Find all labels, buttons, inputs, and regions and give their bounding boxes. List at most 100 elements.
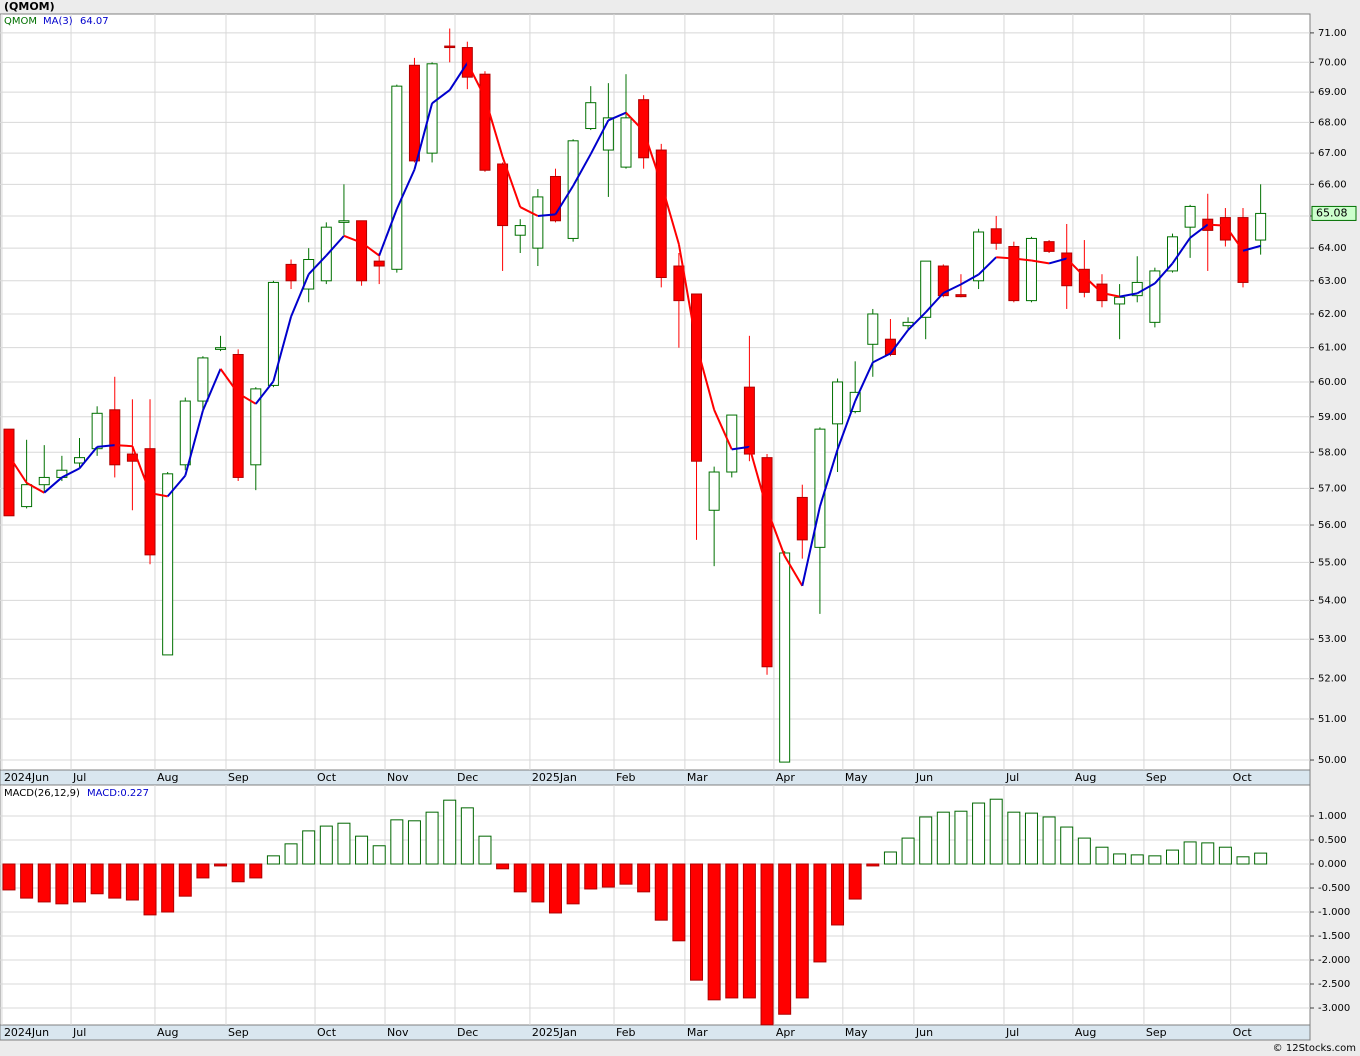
candle-body [444,45,456,49]
macd-bar [619,863,633,885]
legend-entry: QMOM [4,16,37,27]
candle-body [638,99,650,159]
ma-segment [1013,257,1032,262]
ma-segment [572,153,592,187]
macd-bar [231,863,245,883]
ma-segment [731,445,750,451]
macd-bar [1113,853,1127,865]
macd-bar [1024,812,1038,865]
candle-body [673,265,685,302]
y-tick-label: 1.000 [1318,811,1347,822]
macd-bar [337,822,351,865]
macd-bar [795,863,809,999]
ma-segment [642,130,663,184]
macd-bar [1254,852,1268,865]
macd-bar [178,863,192,897]
y-tick-label: 50.00 [1318,755,1347,766]
ma-segment [184,410,204,476]
y-tick-label: 63.00 [1318,276,1347,287]
x-tick-label: Sep [1146,1026,1167,1039]
x-tick-label: Oct [317,771,337,784]
ma-segment [97,444,115,448]
legend-value: 64.07 [80,16,109,27]
y-tick-label: 52.00 [1318,674,1347,685]
ma-segment [26,481,45,494]
macd-bar [1236,856,1250,865]
macd-bar [831,863,845,926]
ma-segment [1083,275,1103,294]
ma-segment [78,446,98,470]
y-tick-label: 56.00 [1318,520,1347,531]
macd-bar [848,863,862,900]
candle-body [232,353,244,478]
x-tick-label: Oct [1233,1026,1253,1039]
macd-bar [390,819,404,865]
ma-segment [924,292,945,313]
macd-bar [672,863,686,942]
x-tick-label: Aug [157,1026,178,1039]
ma-segment [219,368,239,394]
candle-body [144,448,156,556]
ma-segment [942,283,962,294]
macd-bar [478,835,492,865]
ma-segment [149,492,168,498]
macd-bar [513,863,527,893]
x-tick-label: Jul [1005,771,1019,784]
ma-segment [1189,223,1209,239]
candle-body [620,117,632,168]
x-tick-label: Sep [228,771,249,784]
copyright: © 12Stocks.com [1273,1043,1356,1054]
macd-bar [143,863,157,916]
ma-segment [1136,282,1156,295]
macd-bar [1130,854,1144,865]
x-tick-label: Aug [1075,1026,1096,1039]
macd-bar [813,863,827,963]
ma-segment [484,97,504,158]
macd-bar [883,851,897,865]
y-tick-label: 57.00 [1318,483,1347,494]
macd-bar [319,825,333,865]
candle-body [250,388,262,466]
ma-segment [1242,244,1261,252]
ma-segment [836,400,857,450]
candle-body [814,428,826,548]
y-tick-label: 53.00 [1318,634,1347,645]
ma-segment [201,368,222,411]
candle-body [285,263,297,282]
macd-bar [108,863,122,899]
x-axis-band [0,769,1311,786]
y-tick-label: 62.00 [1318,309,1347,320]
x-tick-label: Dec [457,1026,478,1039]
y-tick-label: -1.500 [1318,931,1350,942]
macd-bar [548,863,562,914]
candle-body [1184,205,1196,228]
ma-segment [1031,259,1050,265]
ma-segment [131,445,151,494]
y-tick-label: 51.00 [1318,714,1347,725]
ma-segment [748,446,768,510]
y-tick-label: 71.00 [1318,28,1347,39]
plot-area [0,13,1311,771]
y-tick-label: 69.00 [1318,87,1347,98]
macd-bar [936,811,950,865]
ma-segment [255,380,275,405]
candle-body [162,473,174,656]
ma-segment [625,111,645,132]
candle-body [708,471,720,511]
ma-segment [395,169,416,210]
macd-bar [566,863,580,905]
x-tick-label: Nov [387,1026,409,1039]
ma-segment [889,329,909,355]
y-tick-label: 67.00 [1318,148,1347,159]
ma-segment [166,474,187,497]
ma-segment [501,156,522,208]
candle-body [197,357,209,402]
y-tick-label: 66.00 [1318,179,1347,190]
y-tick-label: 58.00 [1318,447,1347,458]
ma-segment [466,62,486,99]
macd-bar [584,863,598,890]
y-tick-label: 64.00 [1318,243,1347,254]
x-tick-label: May [845,771,868,784]
ma-segment [960,273,980,286]
x-tick-label: Sep [228,1026,249,1039]
